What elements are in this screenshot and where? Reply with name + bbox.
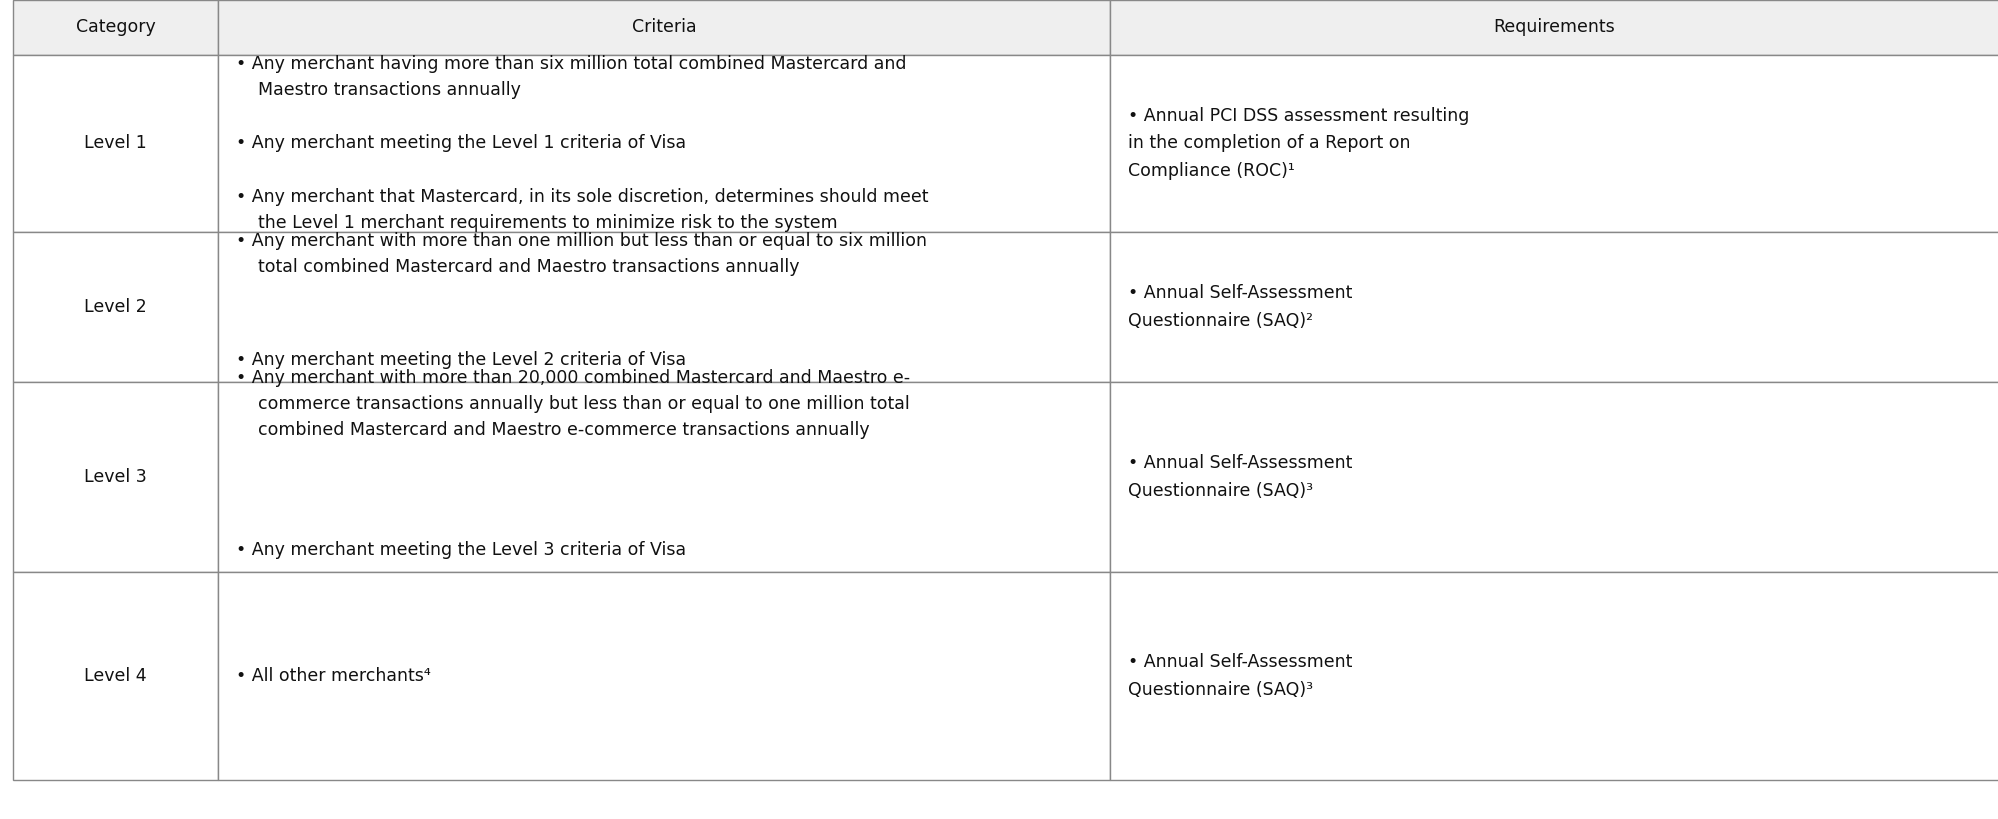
- Text: • All other merchants⁴: • All other merchants⁴: [236, 667, 432, 685]
- Bar: [218, 232, 1109, 382]
- Text: Category: Category: [76, 19, 156, 37]
- Text: Level 3: Level 3: [84, 468, 146, 486]
- Bar: [14, 382, 218, 572]
- Text: • Any merchant having more than six million total combined Mastercard and
    Ma: • Any merchant having more than six mill…: [236, 55, 905, 99]
- Bar: [218, 0, 1109, 55]
- Text: • Any merchant meeting the Level 2 criteria of Visa: • Any merchant meeting the Level 2 crite…: [236, 351, 685, 369]
- Bar: [218, 382, 1109, 572]
- Text: • Any merchant meeting the Level 1 criteria of Visa: • Any merchant meeting the Level 1 crite…: [236, 134, 685, 152]
- Text: • Annual Self-Assessment
Questionnaire (SAQ)³: • Annual Self-Assessment Questionnaire (…: [1127, 654, 1353, 699]
- Bar: [14, 232, 218, 382]
- Text: • Any merchant that Mastercard, in its sole discretion, determines should meet
 : • Any merchant that Mastercard, in its s…: [236, 188, 927, 232]
- Bar: [1109, 0, 1998, 55]
- Bar: [14, 572, 218, 780]
- Text: • Annual PCI DSS assessment resulting
in the completion of a Report on
Complianc: • Annual PCI DSS assessment resulting in…: [1127, 107, 1469, 179]
- Text: • Any merchant with more than 20,000 combined Mastercard and Maestro e-
    comm: • Any merchant with more than 20,000 com…: [236, 369, 909, 439]
- Text: • Any merchant with more than one million but less than or equal to six million
: • Any merchant with more than one millio…: [236, 232, 927, 276]
- Bar: [1109, 55, 1998, 232]
- Bar: [1109, 382, 1998, 572]
- Bar: [14, 0, 218, 55]
- Bar: [14, 55, 218, 232]
- Text: Level 2: Level 2: [84, 298, 146, 316]
- Bar: [1109, 232, 1998, 382]
- Bar: [218, 572, 1109, 780]
- Bar: [1109, 572, 1998, 780]
- Text: Criteria: Criteria: [631, 19, 695, 37]
- Text: • Annual Self-Assessment
Questionnaire (SAQ)³: • Annual Self-Assessment Questionnaire (…: [1127, 455, 1353, 500]
- Text: • Any merchant meeting the Level 3 criteria of Visa: • Any merchant meeting the Level 3 crite…: [236, 541, 685, 559]
- Text: Level 1: Level 1: [84, 134, 146, 152]
- Bar: [218, 55, 1109, 232]
- Text: • Annual Self-Assessment
Questionnaire (SAQ)²: • Annual Self-Assessment Questionnaire (…: [1127, 284, 1353, 329]
- Text: Requirements: Requirements: [1493, 19, 1614, 37]
- Text: Level 4: Level 4: [84, 667, 146, 685]
